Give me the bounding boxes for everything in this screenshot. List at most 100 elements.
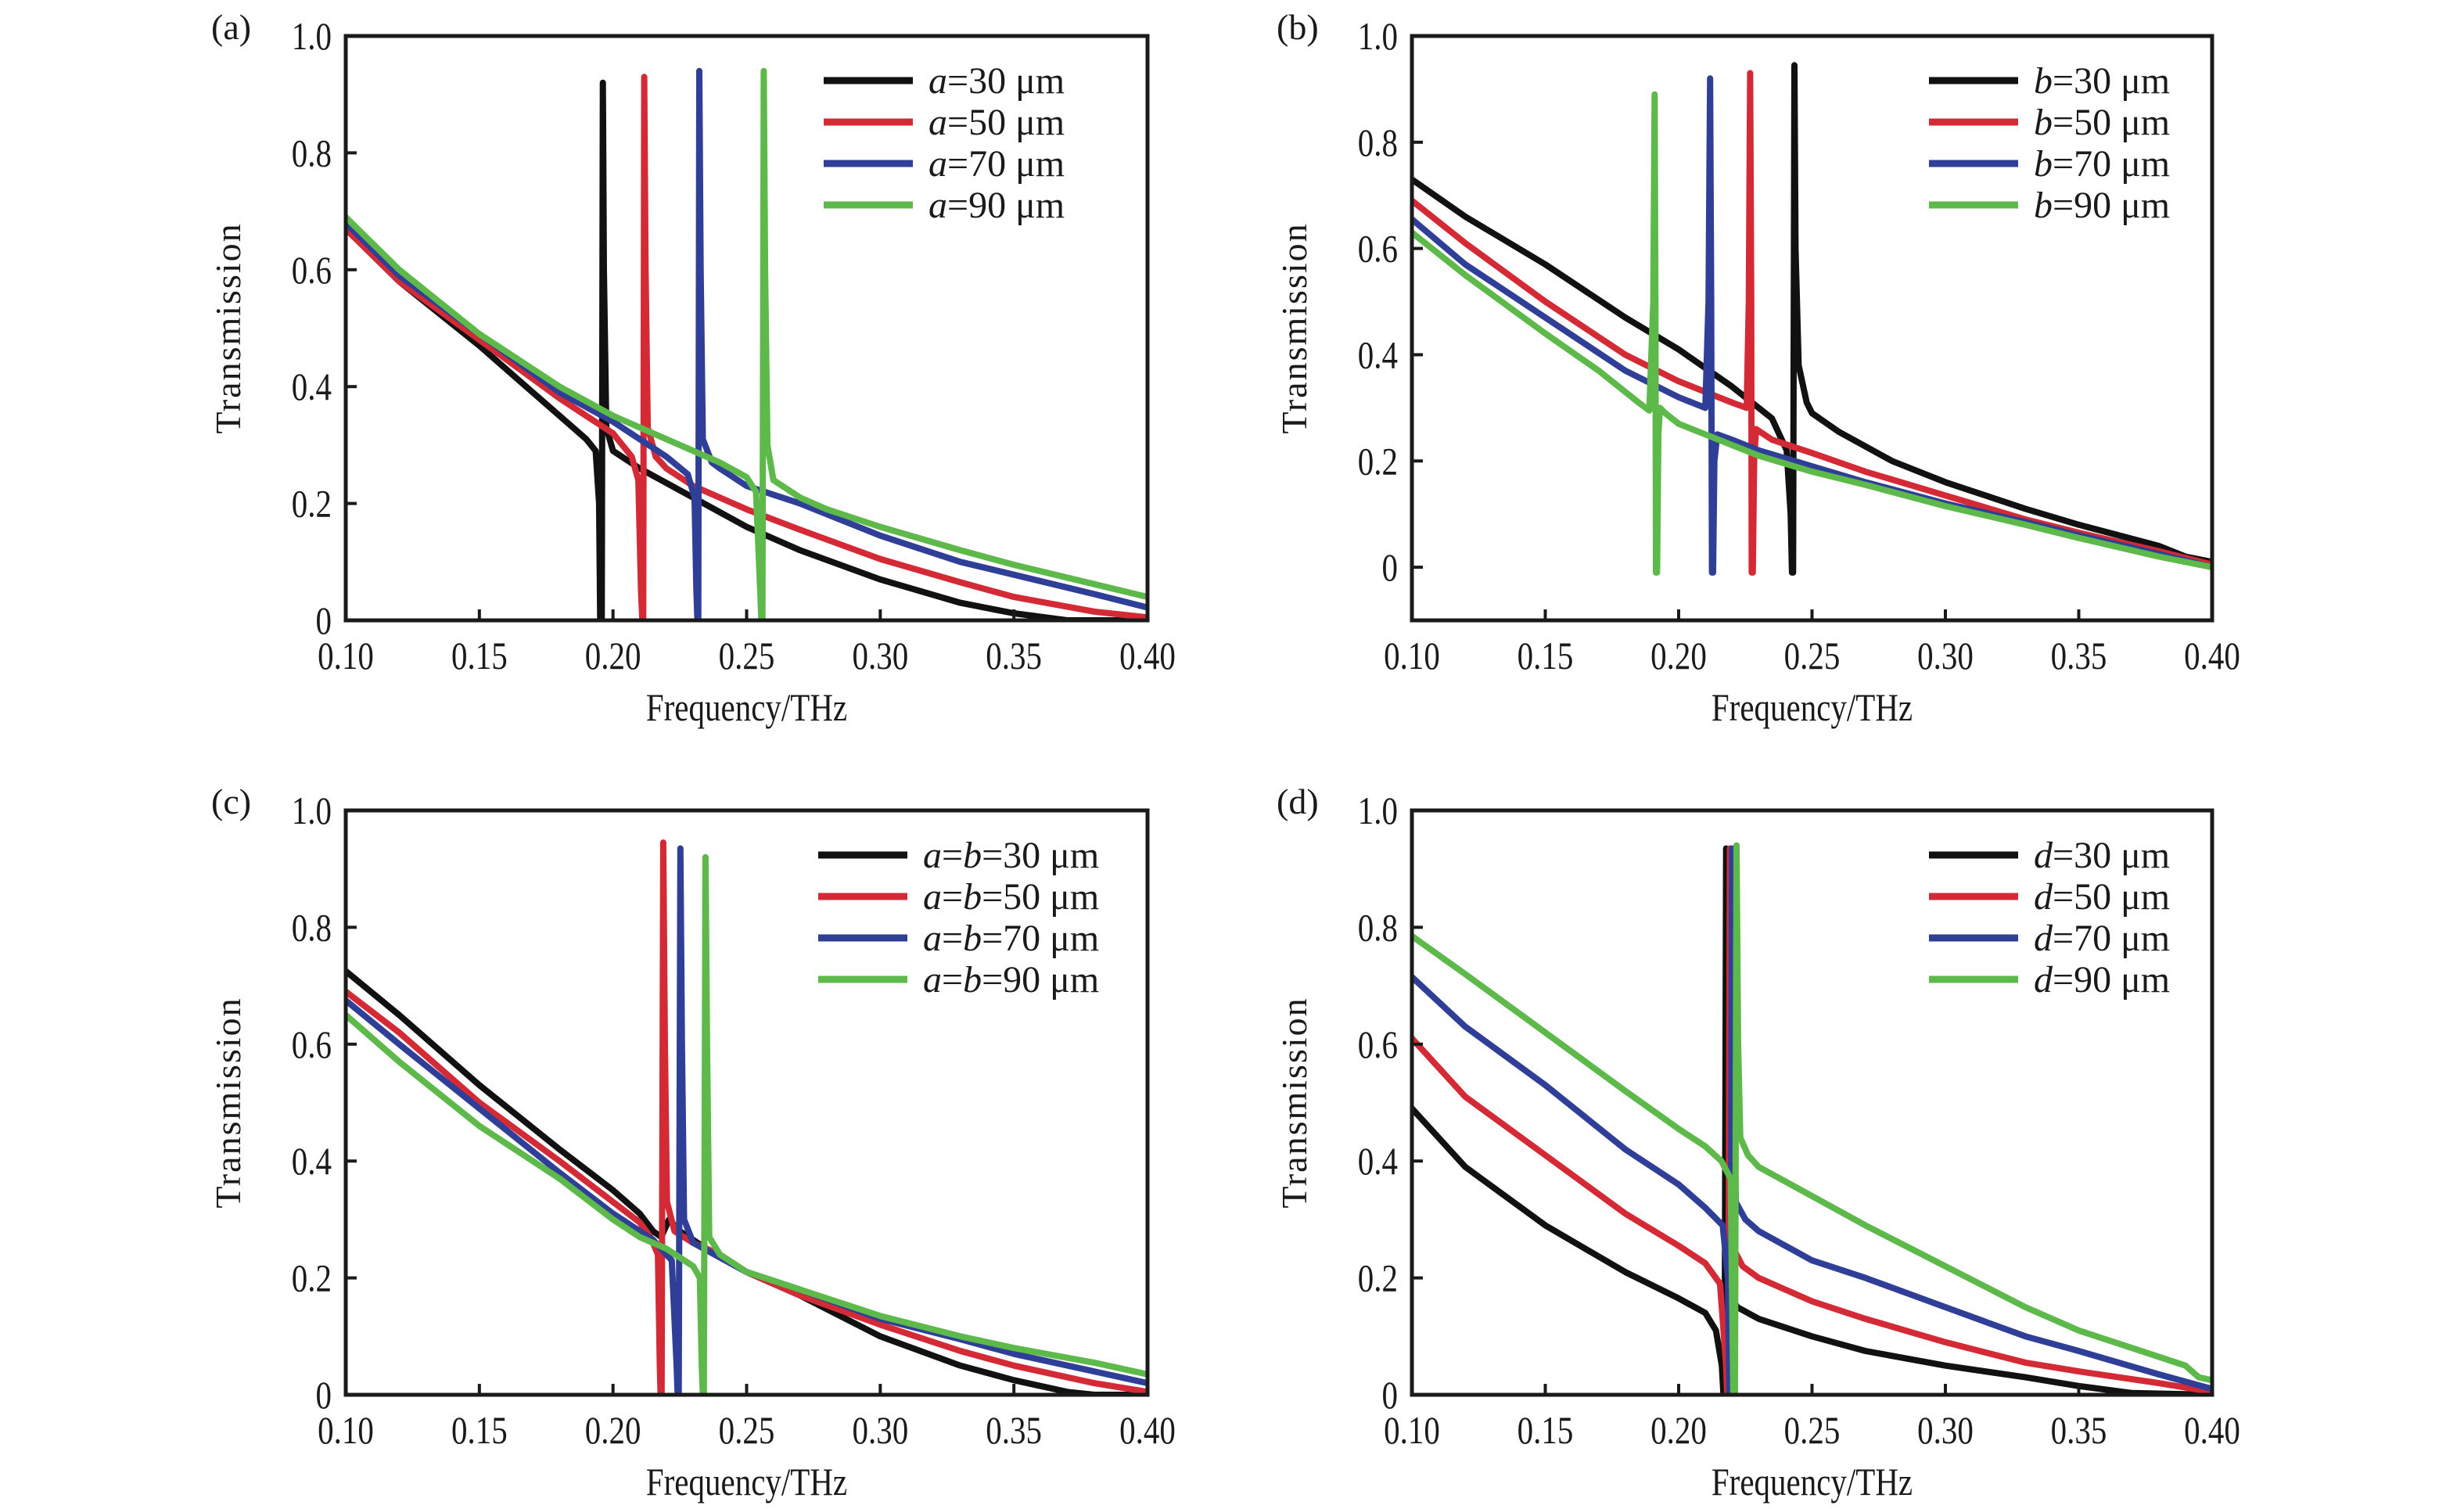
legend-item: d=90 μm	[1929, 959, 2170, 1001]
x-tick-label: 0.30	[852, 634, 908, 677]
legend-variable: b	[2034, 60, 2053, 102]
x-axis-title: Frequency/THz	[1712, 1460, 1913, 1504]
legend-value: =90 μm	[2053, 959, 2170, 1001]
legend-variable: a	[923, 835, 942, 876]
legend-item: b=90 μm	[1929, 185, 2170, 226]
legend-item: d=30 μm	[1929, 835, 2170, 876]
legend-variable: b	[2034, 185, 2053, 226]
chart-panel-a: 0.10 0.15 0.20 0.25 0.30 0.35 0.40 0 0.2 0.4 0.6 0.…	[208, 7, 1176, 729]
panel-label: (a)	[211, 7, 251, 47]
legend-value: =90 μm	[947, 185, 1065, 226]
legend-label: a=b=90 μm	[923, 959, 1099, 1001]
legend-item: a=b=30 μm	[818, 835, 1099, 876]
x-tick-label: 0.40	[1119, 1408, 1176, 1452]
legend-value: =30 μm	[2053, 835, 2170, 876]
panel-label: (d)	[1277, 781, 1319, 821]
legend-label: a=30 μm	[928, 60, 1065, 102]
legend-value: =50 μm	[2053, 876, 2170, 918]
legend: b=30 μmb=50 μmb=70 μmb=90 μm	[1929, 60, 2170, 226]
legend-label: d=30 μm	[2034, 835, 2170, 876]
legend-variable: d	[2034, 876, 2053, 918]
legend-value: =70 μm	[947, 143, 1065, 185]
legend-item: a=30 μm	[824, 60, 1065, 102]
legend: d=30 μmd=50 μmd=70 μmd=90 μm	[1929, 835, 2170, 1001]
legend-value: =30 μm	[982, 835, 1099, 876]
legend-variable: d	[2034, 918, 2053, 959]
y-tick-label: 0	[1382, 545, 1398, 589]
x-tick-label: 0.15	[1518, 1408, 1574, 1452]
y-tick-label: 0.6	[292, 248, 332, 292]
legend-equals: =	[942, 835, 963, 876]
y-axis-title: Transmission	[208, 997, 248, 1208]
legend-variable: d	[2034, 835, 2053, 876]
y-tick-label: 0	[1382, 1373, 1398, 1417]
x-tick-label: 0.10	[318, 634, 374, 677]
y-tick-label: 0.4	[1358, 333, 1398, 377]
y-tick-label: 0.8	[292, 906, 332, 950]
legend-item: b=70 μm	[1929, 143, 2170, 185]
series-line-50	[346, 74, 1148, 620]
y-tick-label: 0.6	[1358, 1022, 1398, 1066]
legend-value: =30 μm	[2053, 60, 2170, 102]
x-tick-label: 0.30	[852, 1408, 908, 1452]
x-tick-label: 0.10	[318, 1408, 374, 1452]
legend-value: =50 μm	[947, 102, 1065, 143]
legend-equals: =	[942, 959, 963, 1001]
series-line-70	[1412, 845, 2212, 1395]
x-tick-label: 0.20	[585, 1408, 641, 1452]
y-tick-label: 1.0	[292, 789, 332, 832]
x-tick-label: 0.20	[1650, 1408, 1707, 1452]
legend-value: =70 μm	[2053, 918, 2170, 959]
x-tick-label: 0.40	[2184, 634, 2240, 677]
legend-value: =50 μm	[2053, 102, 2170, 143]
x-tick-label: 0.10	[1384, 1408, 1440, 1452]
series-line-30	[346, 968, 1148, 1395]
legend-label: d=90 μm	[2034, 959, 2170, 1001]
series-line-50	[346, 839, 1148, 1395]
legend-variable: b	[2034, 143, 2053, 185]
legend-variable: a	[928, 60, 947, 102]
legend-label: b=30 μm	[2034, 60, 2170, 102]
legend-label: b=70 μm	[2034, 143, 2170, 185]
x-tick-label: 0.35	[2051, 634, 2107, 677]
y-tick-label: 0.2	[292, 482, 332, 526]
series-line-30	[1412, 62, 2212, 576]
x-tick-label: 0.15	[1518, 634, 1574, 677]
legend-variable: d	[2034, 959, 2053, 1001]
legend: a=b=30 μma=b=50 μma=b=70 μma=b=90 μm	[818, 835, 1099, 1001]
x-axis-title: Frequency/THz	[646, 685, 847, 729]
legend-variable: a	[928, 185, 947, 226]
legend-item: b=30 μm	[1929, 60, 2170, 102]
y-tick-label: 0.4	[1358, 1139, 1398, 1183]
legend-variable: b	[963, 918, 982, 959]
legend-label: a=b=50 μm	[923, 876, 1099, 918]
y-tick-label: 1.0	[1358, 14, 1398, 58]
legend-item: d=50 μm	[1929, 876, 2170, 918]
legend-variable: a	[928, 143, 947, 185]
y-tick-label: 0.2	[292, 1256, 332, 1300]
x-tick-label: 0.35	[986, 1408, 1042, 1452]
series-line-30	[346, 79, 1148, 620]
legend-item: a=70 μm	[824, 143, 1065, 185]
y-axis-title: Transmission	[1274, 222, 1314, 433]
x-tick-label: 0.25	[1784, 634, 1841, 677]
legend-label: a=b=70 μm	[923, 918, 1099, 959]
x-tick-label: 0.20	[1650, 634, 1707, 677]
y-tick-label: 0.4	[292, 365, 332, 408]
legend-variable: b	[963, 835, 982, 876]
y-tick-label: 1.0	[1358, 789, 1398, 832]
x-tick-label: 0.30	[1917, 1408, 1974, 1452]
legend-label: a=b=30 μm	[923, 835, 1099, 876]
y-tick-label: 0.8	[1358, 906, 1398, 950]
legend-value: =50 μm	[982, 876, 1099, 918]
legend-variable: b	[963, 876, 982, 918]
x-tick-label: 0.35	[986, 634, 1042, 677]
y-tick-label: 0.8	[292, 131, 332, 175]
panel-label: (c)	[211, 781, 251, 821]
chart-panel-c: 0.10 0.15 0.20 0.25 0.30 0.35 0.40 0 0.2 0.4 0.6 0.…	[208, 781, 1176, 1504]
legend: a=30 μma=50 μma=70 μma=90 μm	[824, 60, 1065, 226]
x-tick-label: 0.10	[1384, 634, 1440, 677]
legend-label: b=90 μm	[2034, 185, 2170, 226]
y-tick-label: 0	[316, 1373, 332, 1417]
